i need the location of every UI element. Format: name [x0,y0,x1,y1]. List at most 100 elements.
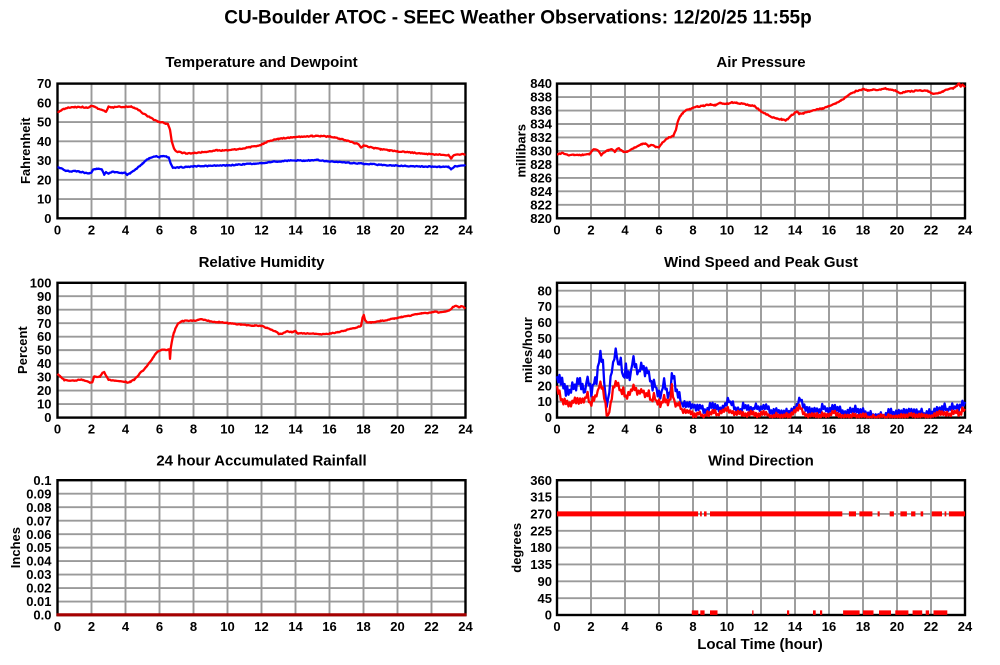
svg-text:8: 8 [190,422,197,437]
svg-text:50: 50 [37,115,51,130]
svg-text:18: 18 [356,422,370,437]
svg-text:0: 0 [553,422,560,437]
svg-text:12: 12 [254,619,268,634]
svg-text:22: 22 [924,223,938,238]
svg-text:30: 30 [37,153,51,168]
svg-text:10: 10 [538,394,552,409]
svg-text:822: 822 [530,197,552,212]
svg-text:50: 50 [538,331,552,346]
svg-text:Local Time (hour): Local Time (hour) [697,636,823,653]
svg-text:20: 20 [538,378,552,393]
svg-text:12: 12 [254,223,268,238]
svg-text:Percent: Percent [15,326,30,374]
svg-text:18: 18 [856,422,870,437]
svg-text:24: 24 [458,619,473,634]
svg-text:40: 40 [37,134,51,149]
svg-text:20: 20 [890,223,904,238]
svg-text:Wind Direction: Wind Direction [708,453,814,470]
svg-text:16: 16 [322,422,336,437]
svg-text:miles/hour: miles/hour [520,317,535,383]
svg-text:6: 6 [655,422,662,437]
svg-text:0.04: 0.04 [26,554,52,569]
svg-text:0: 0 [545,410,552,425]
svg-text:70: 70 [538,299,552,314]
svg-text:24 hour Accumulated Rainfall: 24 hour Accumulated Rainfall [156,453,366,470]
svg-text:40: 40 [37,356,51,371]
svg-text:2: 2 [88,619,95,634]
svg-text:0: 0 [553,619,560,634]
svg-text:0.05: 0.05 [26,540,51,555]
svg-text:80: 80 [37,302,51,317]
svg-text:24: 24 [458,422,473,437]
svg-text:180: 180 [530,540,552,555]
svg-text:2: 2 [587,619,594,634]
svg-text:20: 20 [37,383,51,398]
svg-text:Temperature and Dewpoint: Temperature and Dewpoint [165,54,357,71]
svg-text:18: 18 [856,223,870,238]
svg-text:10: 10 [720,223,734,238]
svg-text:degrees: degrees [509,523,524,573]
svg-text:0.03: 0.03 [26,567,51,582]
svg-text:832: 832 [530,130,552,145]
svg-text:0.0: 0.0 [33,608,51,623]
svg-text:834: 834 [530,117,552,132]
svg-text:22: 22 [424,619,438,634]
svg-text:14: 14 [788,422,803,437]
svg-text:8: 8 [190,619,197,634]
svg-text:0.02: 0.02 [26,581,51,596]
svg-text:60: 60 [37,95,51,110]
svg-text:millibars: millibars [514,124,529,177]
svg-text:10: 10 [220,223,234,238]
svg-text:0.08: 0.08 [26,500,51,515]
svg-text:16: 16 [322,223,336,238]
svg-text:836: 836 [530,103,552,118]
svg-text:0: 0 [44,211,51,226]
svg-text:100: 100 [30,275,52,290]
svg-text:12: 12 [754,223,768,238]
svg-text:824: 824 [530,184,552,199]
svg-text:16: 16 [822,223,836,238]
svg-text:0.01: 0.01 [26,594,51,609]
svg-text:20: 20 [890,422,904,437]
svg-text:840: 840 [530,76,552,91]
svg-text:16: 16 [822,619,836,634]
svg-text:10: 10 [37,397,51,412]
svg-text:4: 4 [122,223,130,238]
svg-text:24: 24 [958,223,973,238]
svg-text:6: 6 [655,223,662,238]
svg-text:70: 70 [37,316,51,331]
svg-text:22: 22 [424,422,438,437]
svg-text:60: 60 [538,315,552,330]
svg-text:20: 20 [390,422,404,437]
svg-text:Relative Humidity: Relative Humidity [199,254,326,271]
svg-text:6: 6 [156,223,163,238]
svg-text:20: 20 [390,619,404,634]
svg-text:6: 6 [655,619,662,634]
svg-text:10: 10 [720,422,734,437]
svg-text:0: 0 [545,608,552,623]
svg-text:16: 16 [822,422,836,437]
svg-text:0.07: 0.07 [26,513,51,528]
svg-text:30: 30 [37,370,51,385]
svg-text:6: 6 [156,422,163,437]
svg-text:12: 12 [254,422,268,437]
svg-text:14: 14 [288,422,303,437]
svg-text:10: 10 [37,192,51,207]
svg-text:0.1: 0.1 [33,473,51,488]
svg-text:225: 225 [530,523,552,538]
svg-text:828: 828 [530,157,552,172]
svg-text:20: 20 [890,619,904,634]
svg-text:2: 2 [88,422,95,437]
svg-text:90: 90 [37,289,51,304]
svg-text:22: 22 [924,422,938,437]
svg-text:10: 10 [220,422,234,437]
svg-text:0: 0 [553,223,560,238]
svg-text:Wind Speed and Peak Gust: Wind Speed and Peak Gust [664,254,858,271]
svg-text:80: 80 [538,283,552,298]
svg-text:0.09: 0.09 [26,486,51,501]
svg-text:CU-Boulder ATOC - SEEC Weather: CU-Boulder ATOC - SEEC Weather Observati… [224,8,811,29]
svg-text:60: 60 [37,329,51,344]
svg-text:2: 2 [587,223,594,238]
svg-text:24: 24 [958,422,973,437]
svg-text:4: 4 [621,223,629,238]
